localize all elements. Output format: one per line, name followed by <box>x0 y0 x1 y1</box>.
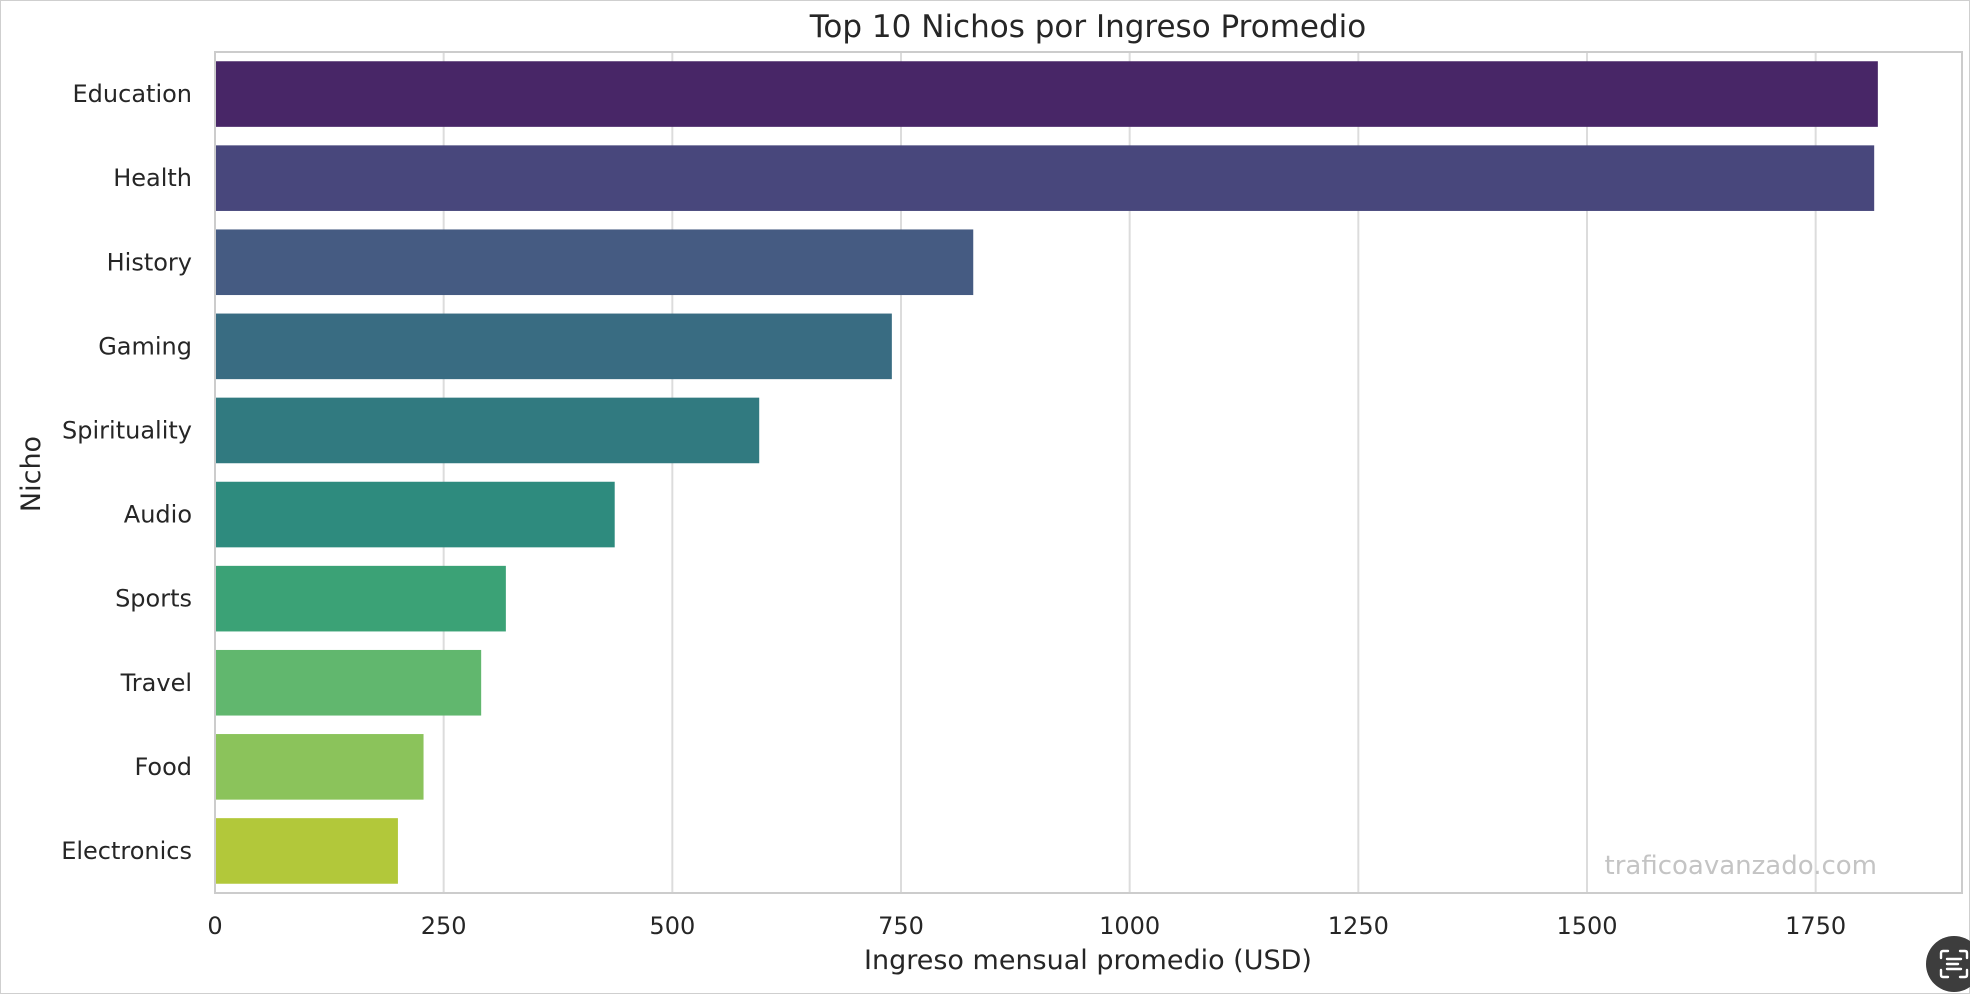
bar-education <box>215 61 1878 127</box>
y-tick-label-spirituality: Spirituality <box>62 416 192 444</box>
bar-sports <box>215 565 506 632</box>
x-tick-label-1500: 1500 <box>1556 912 1617 940</box>
y-tick-label-education: Education <box>73 80 192 108</box>
bar-electronics <box>215 818 398 884</box>
scan-text-icon <box>1939 949 1969 979</box>
x-tick-label-1250: 1250 <box>1328 912 1389 940</box>
plot-area-border <box>214 51 1963 894</box>
x-tick-label-0: 0 <box>207 912 222 940</box>
bar-spirituality <box>215 397 760 464</box>
y-tick-label-history: History <box>107 248 192 276</box>
bar-food <box>215 734 424 800</box>
x-tick-label-500: 500 <box>649 912 695 940</box>
y-tick-label-sports: Sports <box>115 585 192 613</box>
bar-gaming <box>215 313 892 380</box>
bar-history <box>215 229 974 296</box>
x-tick-labels: 0 250 500 750 1000 1250 1500 1750 <box>207 912 1846 940</box>
y-tick-label-electronics: Electronics <box>61 837 192 865</box>
bars <box>215 61 1878 884</box>
y-tick-label-gaming: Gaming <box>98 332 192 360</box>
x-axis-label: Ingreso mensual promedio (USD) <box>864 945 1312 976</box>
y-tick-label-audio: Audio <box>124 501 192 529</box>
chart-title: Top 10 Nichos por Ingreso Promedio <box>809 9 1366 45</box>
x-tick-label-1000: 1000 <box>1099 912 1160 940</box>
x-tick-label-750: 750 <box>878 912 924 940</box>
bar-health <box>215 145 1875 211</box>
y-tick-label-health: Health <box>113 164 192 192</box>
bar-audio <box>215 481 615 548</box>
y-tick-label-travel: Travel <box>120 669 192 697</box>
bar-travel <box>215 649 482 716</box>
x-tick-label-1750: 1750 <box>1785 912 1846 940</box>
x-tick-label-250: 250 <box>421 912 467 940</box>
y-tick-label-food: Food <box>134 753 192 781</box>
y-tick-labels: Education Health History Gaming Spirituality… <box>61 80 192 865</box>
scan-text-button[interactable] <box>1926 936 1970 992</box>
y-axis-label: Nicho <box>16 436 47 512</box>
watermark: traficoavanzado.com <box>1605 851 1877 881</box>
